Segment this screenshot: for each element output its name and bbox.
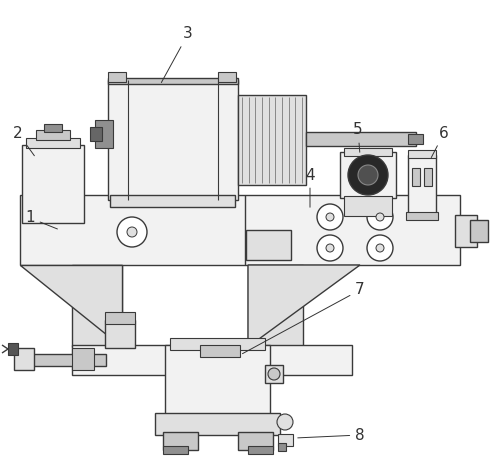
Circle shape [358,165,378,185]
Text: 7: 7 [242,283,365,354]
Bar [110,195,235,207]
Bar [14,348,34,370]
Circle shape [268,368,280,380]
Bar [163,432,198,450]
Polygon shape [20,265,122,347]
Text: 6: 6 [431,125,449,158]
Text: 4: 4 [305,168,315,207]
Bar [455,215,477,247]
Text: 8: 8 [298,427,365,442]
Bar [238,432,273,450]
Bar [412,168,420,186]
Text: 2: 2 [13,125,34,156]
Bar [344,148,392,156]
Bar [36,130,70,140]
Bar [408,155,436,217]
Text: 1: 1 [25,211,57,229]
Circle shape [317,204,343,230]
Circle shape [127,227,137,237]
Bar [278,434,293,446]
Bar [24,354,106,366]
Circle shape [348,155,388,195]
Circle shape [326,244,334,252]
Bar [470,220,488,242]
Bar [108,80,238,200]
Bar [406,212,438,220]
Bar [344,196,392,216]
Bar [20,195,460,265]
Bar [155,413,280,435]
Text: 3: 3 [161,27,193,82]
Bar [72,265,122,347]
Bar [72,348,94,370]
Bar [95,120,113,148]
Bar [340,152,396,198]
Bar [200,345,240,357]
Bar [105,320,135,348]
Bar [8,343,18,355]
Bar [246,230,291,260]
Bar [105,312,135,324]
Bar [248,446,273,454]
Bar [265,365,283,383]
Bar [170,338,265,350]
Bar [108,78,238,84]
Circle shape [376,213,384,221]
Bar [108,72,126,82]
Circle shape [376,244,384,252]
Bar [278,443,286,451]
Bar [90,127,102,141]
Circle shape [326,213,334,221]
Bar [44,124,62,132]
Circle shape [367,235,393,261]
Polygon shape [248,265,360,347]
Bar [26,138,80,148]
Bar [163,446,188,454]
Bar [165,345,270,415]
Bar [306,132,416,146]
Circle shape [317,235,343,261]
Bar [424,168,432,186]
Bar [72,345,352,375]
Bar [408,134,423,144]
Bar [238,95,306,185]
Bar [408,150,436,158]
Text: 5: 5 [353,122,363,152]
Bar [248,265,303,347]
Circle shape [117,217,147,247]
Circle shape [277,414,293,430]
Circle shape [367,204,393,230]
Bar [22,145,84,223]
Bar [218,72,236,82]
